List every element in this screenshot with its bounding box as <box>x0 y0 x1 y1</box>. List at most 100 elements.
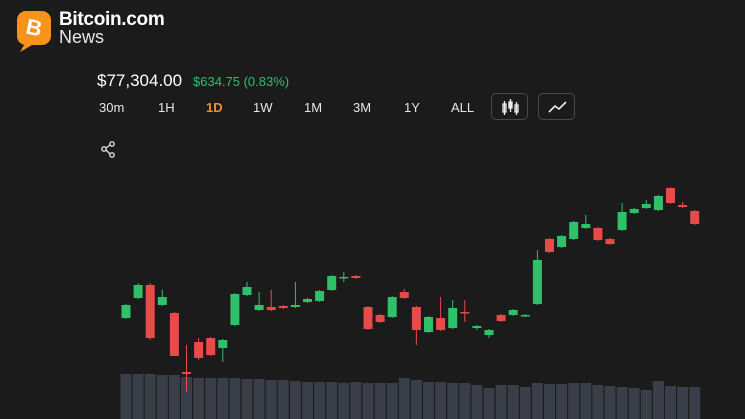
candle-body <box>375 315 385 322</box>
candle-body <box>690 211 700 224</box>
volume-bar <box>628 388 640 419</box>
candle-body <box>545 239 554 252</box>
volume-bar <box>362 383 374 419</box>
volume-bar <box>435 382 447 419</box>
candle-body <box>278 306 288 308</box>
volume-bar <box>568 383 580 419</box>
volume-bar <box>495 385 507 419</box>
volume-bar <box>156 375 168 419</box>
candle-body <box>581 224 591 228</box>
timeframe-button[interactable]: ALL <box>451 100 475 115</box>
volume-bar <box>471 385 483 419</box>
volume-bar <box>217 378 229 419</box>
candle-body <box>121 305 131 318</box>
candle-body <box>399 292 409 298</box>
candle-body <box>315 291 325 301</box>
candle-body <box>666 188 675 203</box>
candle-body <box>182 372 191 374</box>
candle-body <box>448 308 458 328</box>
candle-body <box>339 277 349 279</box>
volume-bar <box>616 387 628 419</box>
candle-body <box>496 315 506 321</box>
volume-bar <box>386 383 398 419</box>
candle-body <box>605 239 615 244</box>
candle-body <box>411 307 421 330</box>
share-icon[interactable] <box>101 141 115 158</box>
volume-bar <box>580 383 592 419</box>
candle-body <box>678 205 688 207</box>
line-toggle[interactable] <box>538 93 575 120</box>
volume-bar <box>350 382 362 419</box>
candle-body <box>363 307 373 329</box>
candle-body <box>436 318 446 330</box>
candle-body <box>472 326 482 328</box>
candle-body <box>169 313 179 356</box>
candle-body <box>484 330 494 335</box>
candle-body <box>327 276 337 290</box>
volume-bar <box>519 387 531 419</box>
candle-body <box>218 340 228 348</box>
timeframe-button[interactable]: 1D <box>206 100 223 115</box>
timeframe-button[interactable]: 1Y <box>404 100 420 115</box>
volume-bar <box>544 384 555 419</box>
volume-bar <box>665 386 676 419</box>
candle-body <box>303 299 312 302</box>
candle-body <box>532 260 542 304</box>
volume-bar <box>144 374 156 419</box>
volume-bar <box>265 380 277 419</box>
volume-bar <box>302 382 313 419</box>
volume-bar <box>604 386 616 419</box>
volume-bar <box>459 383 471 419</box>
candle-body <box>194 342 204 358</box>
volume-bar <box>241 379 253 419</box>
candle-body <box>508 310 518 315</box>
candle-body <box>520 315 530 317</box>
candle-body <box>230 294 240 325</box>
candle-body <box>424 317 433 332</box>
logo <box>17 11 51 45</box>
timeframe-button[interactable]: 3M <box>353 100 372 115</box>
volume-bar <box>652 381 664 419</box>
candle-body <box>460 312 470 314</box>
volume-bar <box>314 382 326 419</box>
timeframe-button[interactable]: 30m <box>99 100 125 115</box>
volume-bar <box>338 383 350 419</box>
volume-bar <box>689 387 701 419</box>
candle-body <box>653 196 663 210</box>
candle-body <box>290 305 300 307</box>
candle-body <box>557 236 567 247</box>
volume-bar <box>168 375 180 419</box>
volume-bar <box>181 377 192 419</box>
volume-bar <box>410 380 422 419</box>
timeframe-button[interactable]: 1M <box>304 100 323 115</box>
timeframe-button[interactable]: 1H <box>158 100 175 115</box>
candle-body <box>242 287 252 295</box>
candle-body <box>266 307 276 310</box>
candle-body <box>569 222 579 239</box>
timeframe-button[interactable]: 1W <box>253 100 273 115</box>
logo-b: B <box>24 14 45 42</box>
candle-body <box>593 228 603 240</box>
volume-bar <box>229 378 241 419</box>
candle-body <box>629 209 639 213</box>
brand: Bitcoin.com <box>59 9 165 30</box>
brand-sub: News <box>59 27 105 47</box>
volume-bar <box>193 378 205 419</box>
volume-bar <box>132 374 144 419</box>
volume-bar <box>277 380 289 419</box>
volume-bar <box>640 390 652 419</box>
volume-bar <box>483 388 495 419</box>
candle-body <box>145 285 155 338</box>
logo-tail <box>20 45 32 52</box>
candle-toggle[interactable] <box>491 93 528 120</box>
volume-bar <box>326 382 338 419</box>
candle-body <box>641 204 651 208</box>
volume-bar <box>374 383 386 419</box>
volume-bar <box>556 384 568 419</box>
candle-body <box>206 338 216 355</box>
volume-bar <box>205 378 217 419</box>
volume-bar <box>398 378 410 419</box>
volume-bar <box>253 379 265 419</box>
